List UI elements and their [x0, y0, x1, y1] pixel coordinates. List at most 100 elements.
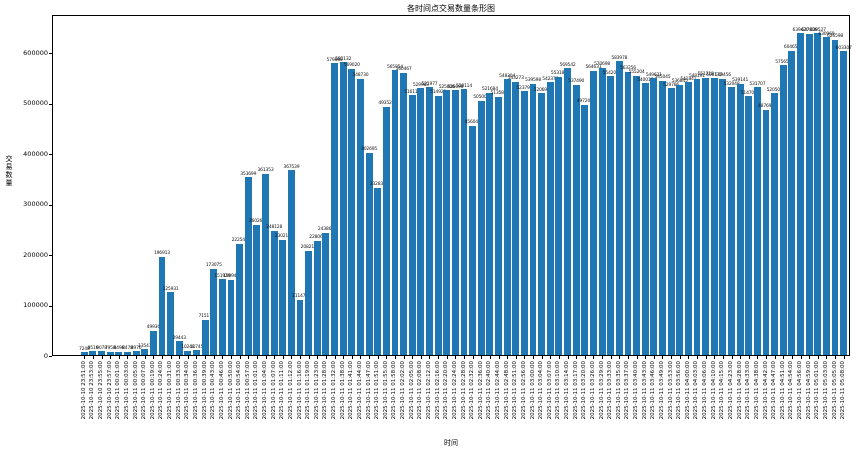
x-tick-mark — [515, 356, 517, 359]
bar — [615, 61, 623, 355]
x-tick-mark — [602, 356, 604, 359]
bar-value-label: 575658 — [775, 59, 792, 65]
bar-value-label: 49936 — [146, 325, 161, 331]
bar — [822, 37, 830, 355]
x-tick-mark — [627, 356, 629, 359]
x-axis-label: 时间 — [444, 439, 458, 447]
x-tick-mark — [136, 356, 138, 359]
bar — [158, 256, 166, 355]
bar-value-label: 532048 — [723, 81, 740, 87]
bar-value-label: 529983 — [412, 82, 429, 88]
bar-value-label: 565954 — [386, 64, 403, 70]
bar-value-label: 514706 — [740, 90, 757, 96]
bar — [667, 88, 675, 355]
bar — [141, 349, 149, 355]
bar-value-label: 521684 — [481, 87, 498, 93]
x-tick-mark — [653, 356, 655, 359]
bar-value-label: 230214 — [274, 234, 291, 240]
y-axis-label: 交易数量 — [5, 155, 13, 187]
x-tick-mark — [231, 356, 232, 359]
x-tick-mark — [446, 356, 448, 359]
bar-value-label: 529786 — [663, 82, 680, 88]
x-tick-mark — [584, 356, 586, 359]
bar-value-label: 548191 — [688, 73, 705, 79]
x-tick-mark — [110, 356, 112, 359]
bar-value-label: 542376 — [542, 76, 559, 82]
x-tick-mark — [714, 356, 716, 359]
x-tick-mark — [265, 356, 267, 359]
y-tick-mark — [49, 255, 52, 256]
y-tick-label: 300000 — [23, 200, 48, 208]
bar — [382, 106, 390, 355]
bar — [80, 352, 88, 355]
bar — [477, 100, 485, 355]
bar-value-label: 626598 — [827, 34, 844, 40]
bar-value-label: 604655 — [783, 45, 800, 51]
bar — [788, 50, 796, 355]
x-tick-mark — [688, 356, 690, 359]
bar — [339, 62, 347, 355]
bar-value-label: 523797 — [516, 85, 533, 91]
bar — [227, 279, 235, 355]
x-tick-mark — [127, 356, 129, 359]
bar — [305, 250, 313, 355]
bar-value-label: 531977 — [421, 81, 438, 87]
bar-value-label: 248128 — [266, 225, 283, 231]
y-tick-label: 0 — [43, 351, 48, 360]
y-tick-label: 100000 — [23, 301, 48, 309]
bar — [676, 84, 684, 355]
bar — [201, 319, 209, 355]
x-tick-mark — [766, 356, 768, 359]
x-tick-mark — [187, 356, 189, 359]
bar-value-label: 637806 — [801, 28, 818, 34]
bar-value-label: 493525 — [378, 101, 395, 107]
bar — [564, 68, 571, 355]
bar-value-label: 531707 — [749, 81, 766, 87]
x-tick-mark — [256, 356, 258, 359]
bar-value-label: 537490 — [568, 79, 585, 85]
bar-value-label: 579880 — [326, 57, 343, 63]
bar-value-label: 553189 — [550, 71, 567, 77]
bar-value-label: 111475 — [292, 294, 309, 300]
x-tick-mark — [377, 356, 379, 359]
bar-value-label: 151929 — [214, 273, 231, 279]
bar — [555, 76, 563, 355]
bar — [167, 292, 175, 355]
x-tick-mark — [705, 356, 707, 359]
bar — [356, 78, 364, 355]
bar — [641, 83, 649, 355]
x-tick-mark — [170, 356, 172, 359]
bar — [512, 81, 520, 355]
bar — [287, 170, 295, 355]
bar-value-label: 543273 — [507, 76, 524, 82]
bar-value-label: 548730 — [352, 73, 369, 79]
bar-value-label: 361353 — [257, 168, 274, 174]
bar — [434, 95, 442, 355]
bar — [710, 78, 718, 355]
bar-value-label: 367539 — [283, 164, 300, 170]
bar — [210, 268, 218, 355]
x-tick-mark — [429, 356, 431, 359]
bar-value-label: 548304 — [499, 73, 516, 79]
x-tick-mark — [507, 356, 509, 359]
bar — [115, 351, 123, 355]
bar-value-label: 520507 — [766, 87, 783, 93]
x-tick-mark — [455, 356, 457, 359]
x-tick-mark — [826, 356, 828, 359]
bar — [805, 33, 813, 355]
bar-value-label: 525806 — [438, 84, 455, 90]
bar — [98, 351, 105, 355]
bar-value-label: 7248 — [78, 346, 90, 352]
bar — [503, 79, 511, 355]
y-tick-label: 400000 — [23, 149, 48, 158]
bar — [253, 224, 261, 355]
x-tick-mark — [403, 356, 405, 359]
bar — [486, 92, 494, 355]
x-tick-mark — [576, 356, 578, 359]
bar-value-label: 456045 — [464, 120, 481, 126]
y-tick-label: 200000 — [23, 250, 48, 259]
bar-value-label: 487698 — [758, 104, 774, 110]
bar-value-label: 549456 — [714, 73, 731, 79]
x-tick-mark — [558, 356, 560, 359]
